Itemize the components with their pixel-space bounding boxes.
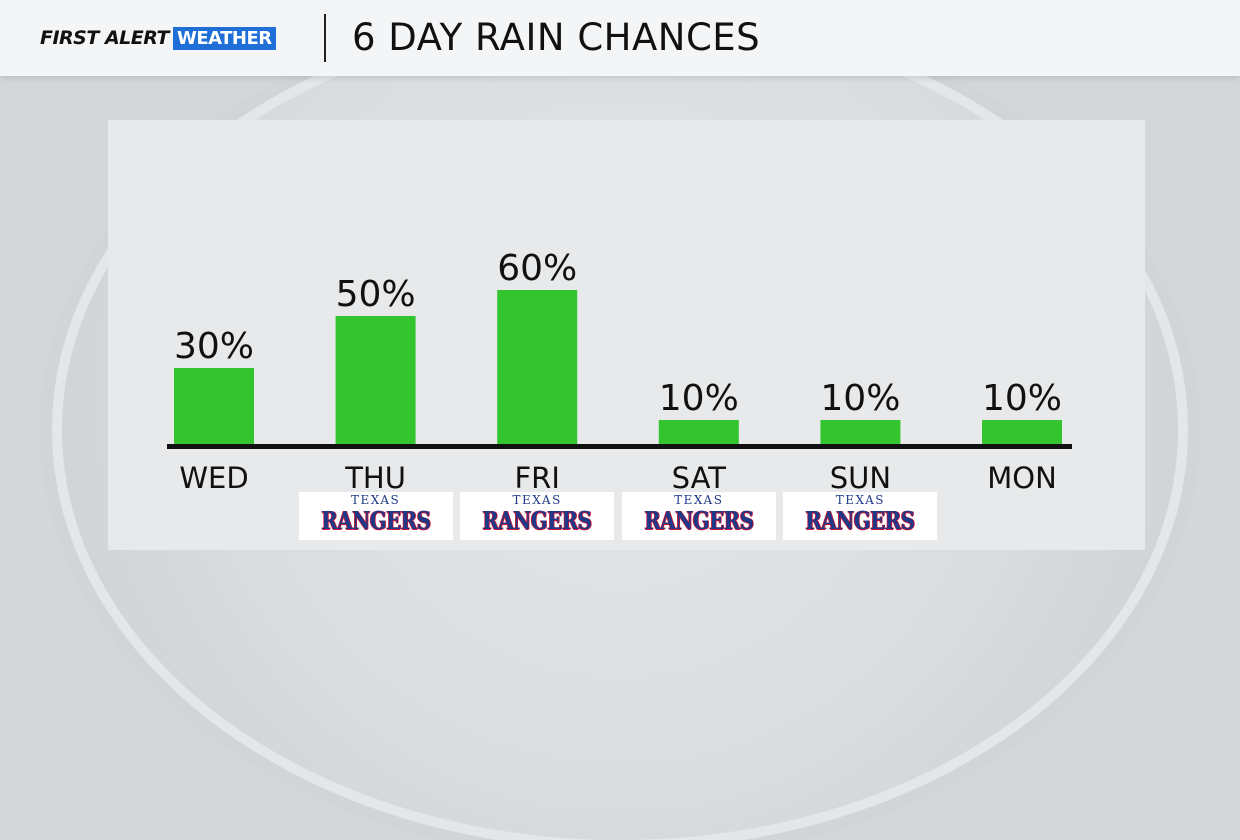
rain-chance-chart: 30% WED 50% THU 60% FRI 10% SAT 10% SUN 10% MON [167, 248, 1072, 495]
brand-first-alert: FIRST ALERT [40, 27, 169, 49]
header-bar: FIRST ALERT WEATHER 6 DAY RAIN CHANCES [0, 0, 1240, 76]
rangers-logo-sun: TEXAS RANGERS [783, 492, 938, 540]
logo-rangers-text: RANGERS [321, 506, 431, 535]
page-title: 6 DAY RAIN CHANCES [352, 16, 761, 59]
value-label-mon: 10% [982, 378, 1062, 419]
logo-rangers-text: RANGERS [805, 506, 916, 535]
bar-sun [820, 420, 901, 446]
value-label-sun: 10% [820, 378, 900, 419]
baseline [167, 444, 1072, 449]
day-label-sat: SAT [672, 461, 727, 495]
logo-texas-text: TEXAS [835, 493, 886, 507]
logo-texas-text: TEXAS [674, 493, 724, 507]
brand-weather: WEATHER [172, 26, 276, 50]
day-label-thu: THU [344, 461, 406, 495]
bar-fri [497, 290, 578, 446]
bar-thu [335, 316, 416, 446]
logo-texas-text: TEXAS [350, 493, 401, 507]
bar-wed [174, 368, 254, 446]
value-label-sat: 10% [659, 378, 739, 419]
value-label-fri: 60% [497, 248, 577, 289]
logo-texas-text: TEXAS [512, 493, 562, 507]
day-label-wed: WED [179, 461, 248, 495]
logo-rangers-text: RANGERS [644, 506, 754, 535]
day-label-fri: FRI [515, 461, 560, 495]
day-label-mon: MON [987, 461, 1057, 495]
bar-mon [982, 420, 1062, 446]
logo-rangers-text: RANGERS [482, 506, 593, 535]
rangers-logo-thu: TEXAS RANGERS [298, 492, 453, 540]
day-label-sun: SUN [830, 461, 891, 495]
bar-sat [658, 420, 739, 446]
chart-panel [108, 120, 1145, 550]
value-label-thu: 50% [336, 274, 416, 315]
value-label-wed: 30% [174, 326, 254, 367]
rangers-logo-fri: TEXAS RANGERS [460, 492, 615, 540]
brand-logo: FIRST ALERT WEATHER [40, 26, 276, 50]
header-divider [324, 14, 326, 62]
rangers-logo-sat: TEXAS RANGERS [621, 492, 776, 540]
